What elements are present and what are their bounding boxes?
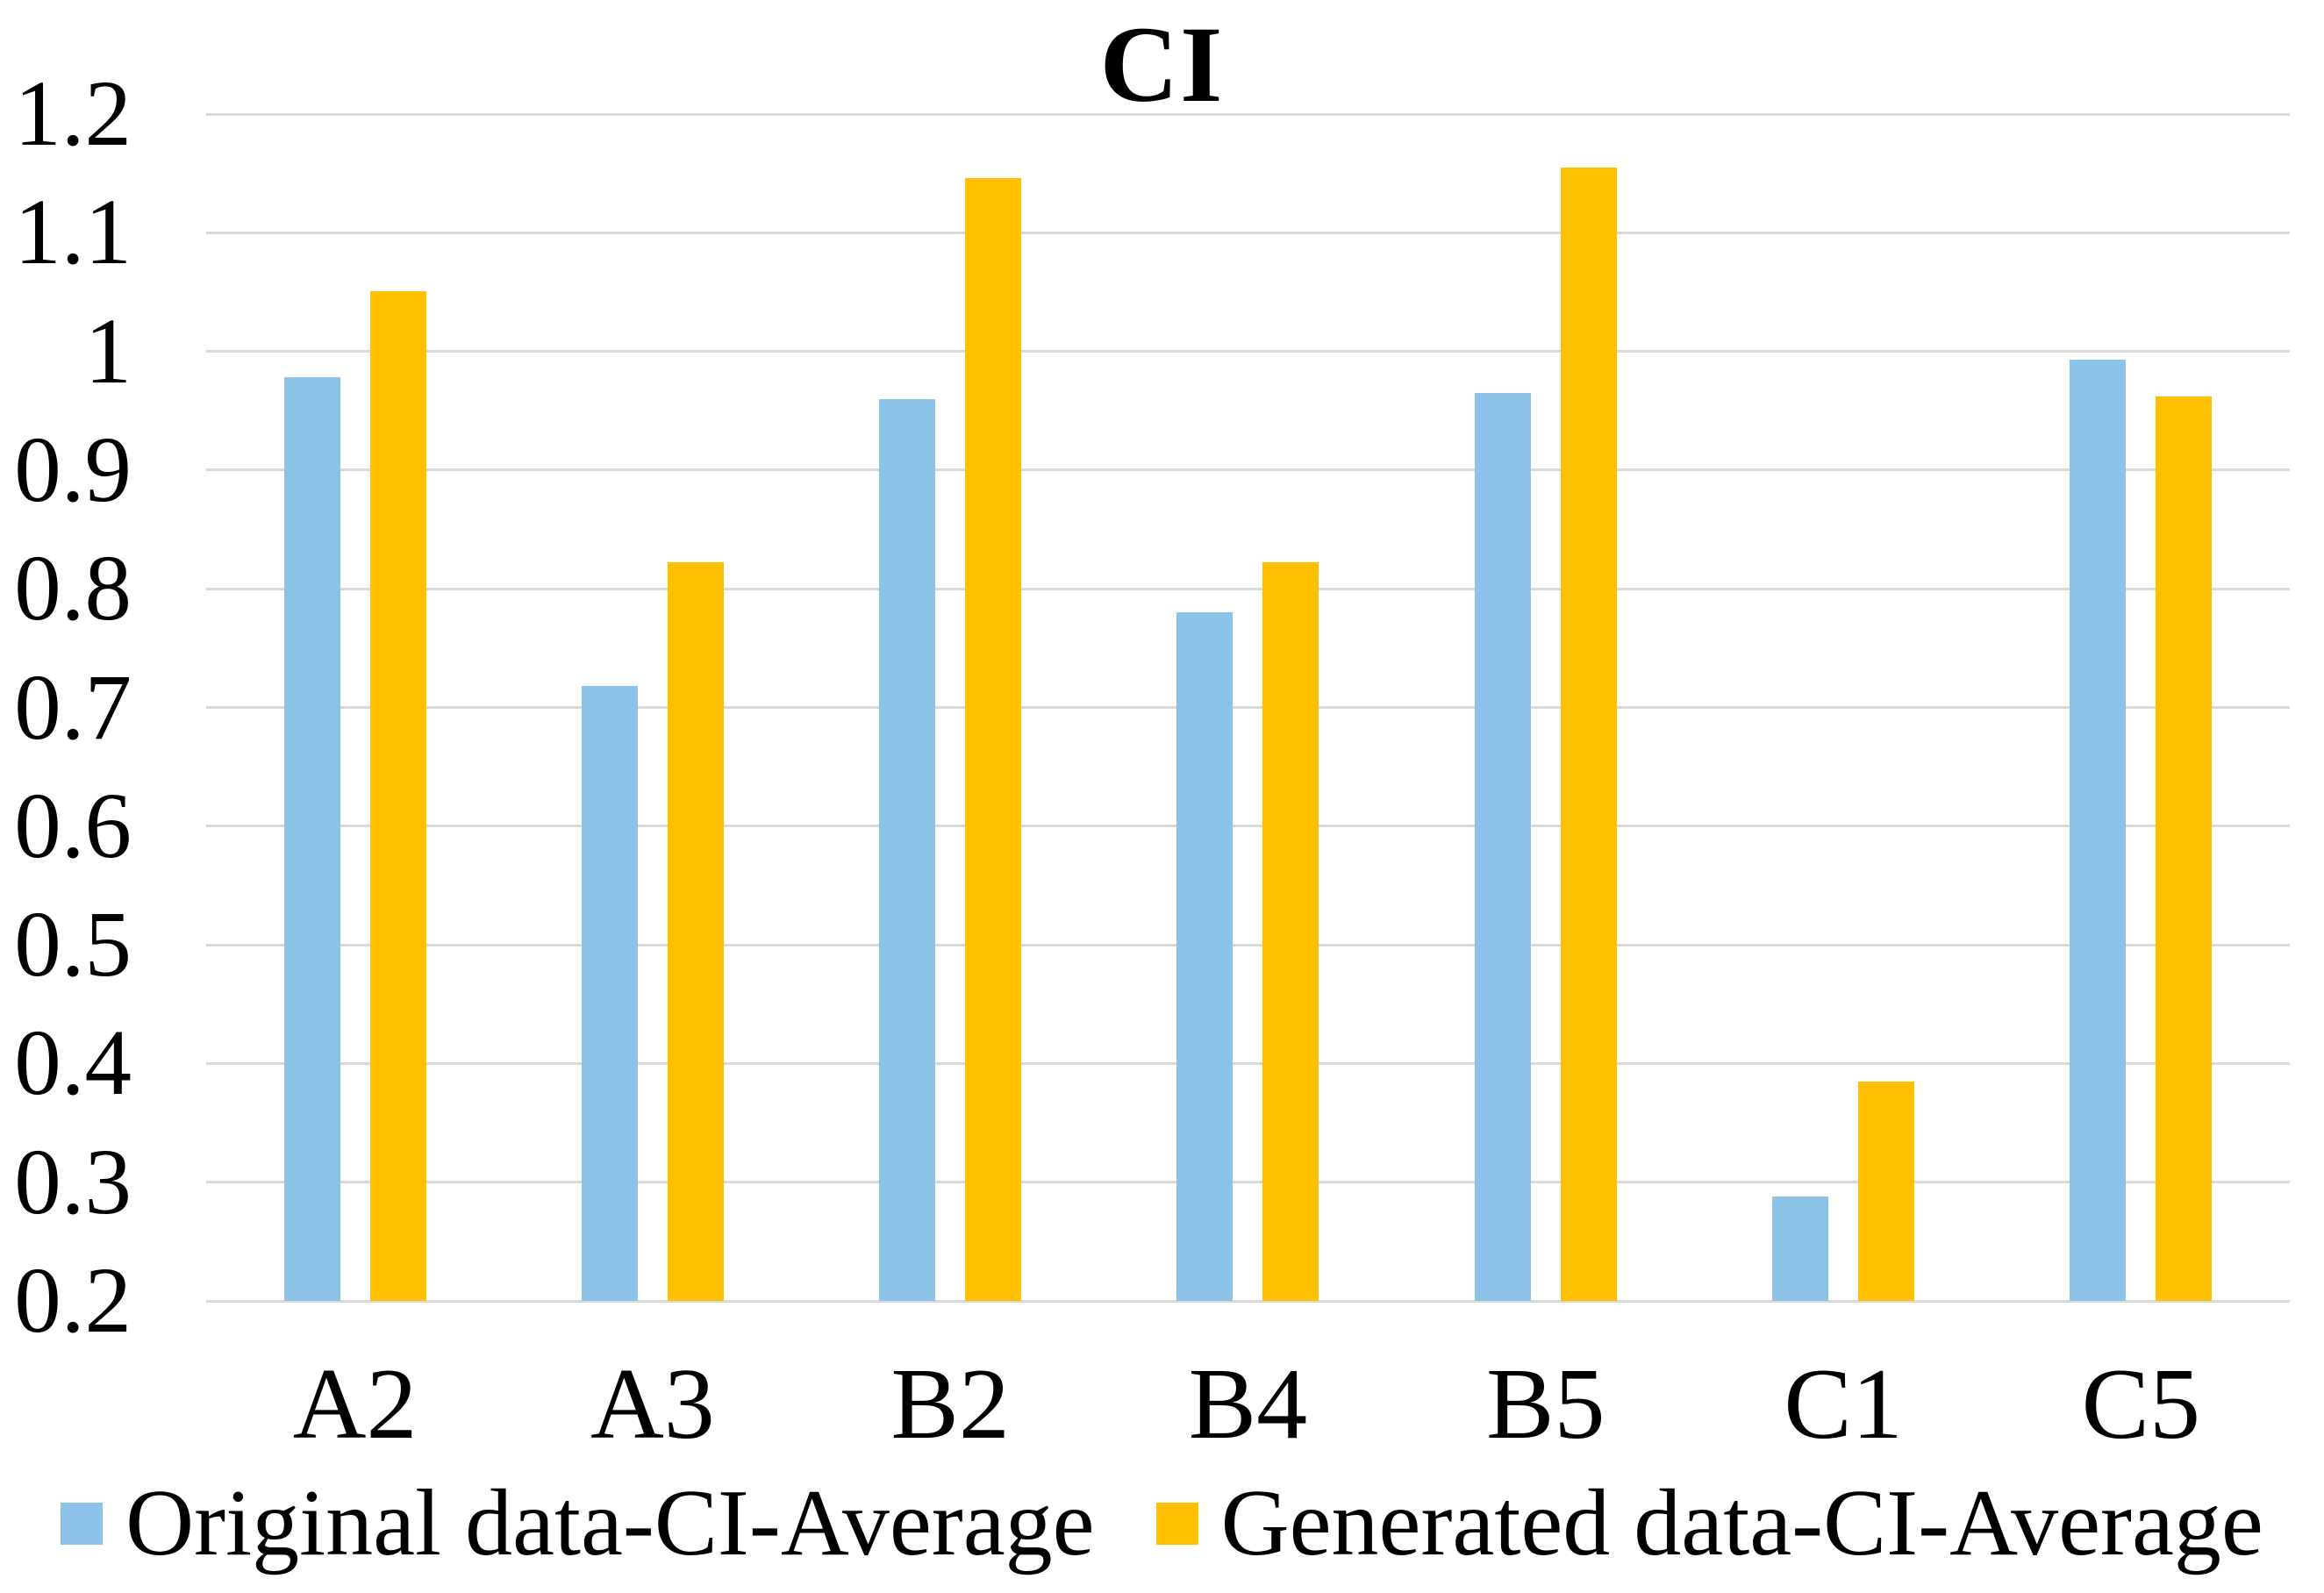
plot-area xyxy=(206,112,2290,1303)
legend-item-original-data-ci-average: Original data-CI-Average xyxy=(61,1467,1095,1581)
gridline-1.2 xyxy=(206,112,2290,116)
y-tick-label-0.2: 0.2 xyxy=(14,1249,132,1353)
bar-group-a2 xyxy=(206,114,504,1301)
bar-b2-original-data-ci-average xyxy=(879,398,936,1301)
bar-a3-original-data-ci-average xyxy=(581,686,638,1301)
bar-group-c5 xyxy=(1992,114,2290,1301)
bars-area xyxy=(206,114,2290,1301)
x-tick-label-b2: B2 xyxy=(890,1348,1010,1461)
gridline-1.1 xyxy=(206,231,2290,234)
x-tick-label-a3: A3 xyxy=(590,1348,715,1461)
bar-c5-original-data-ci-average xyxy=(2070,360,2127,1301)
gridlines xyxy=(206,112,2290,1303)
chart-title: CI xyxy=(1099,4,1225,125)
y-axis-labels: 1.2 1.1 1 0.9 0.8 0.7 0.6 0.5 0.4 0.3 0.2 xyxy=(0,0,132,1593)
y-tick-label-0.6: 0.6 xyxy=(14,774,132,878)
x-tick-label-b5: B5 xyxy=(1486,1348,1605,1461)
legend-swatch-generated-data-ci-average xyxy=(1155,1503,1198,1545)
legend-item-generated-data-ci-average: Generated data-CI-Average xyxy=(1155,1467,2263,1581)
gridline-0.3 xyxy=(206,1181,2290,1184)
y-tick-label-0.5: 0.5 xyxy=(14,893,132,997)
y-tick-label-1.2: 1.2 xyxy=(14,62,132,166)
gridline-0.6 xyxy=(206,825,2290,828)
y-tick-label-0.3: 0.3 xyxy=(14,1130,132,1234)
y-tick-label-0.9: 0.9 xyxy=(14,418,132,522)
bar-group-b4 xyxy=(1099,114,1397,1301)
y-tick-label-0.7: 0.7 xyxy=(14,655,132,760)
gridline-0.9 xyxy=(206,468,2290,472)
gridline-0.4 xyxy=(206,1061,2290,1065)
gridline-1 xyxy=(206,350,2290,354)
bar-a2-generated-data-ci-average xyxy=(369,290,426,1301)
bar-b4-generated-data-ci-average xyxy=(1262,562,1319,1301)
bar-c1-original-data-ci-average xyxy=(1772,1196,1829,1301)
bar-b2-generated-data-ci-average xyxy=(965,178,1022,1301)
y-tick-label-0.8: 0.8 xyxy=(14,537,132,641)
bar-group-a3 xyxy=(504,114,801,1301)
gridline-0.5 xyxy=(206,943,2290,947)
y-tick-label-1: 1 xyxy=(84,299,132,404)
y-tick-label-1.1: 1.1 xyxy=(14,181,132,285)
bar-b4-original-data-ci-average xyxy=(1176,612,1234,1301)
bar-a3-generated-data-ci-average xyxy=(667,562,724,1301)
bar-group-b2 xyxy=(802,114,1099,1301)
gridline-0.8 xyxy=(206,587,2290,590)
legend-swatch-original-data-ci-average xyxy=(61,1503,104,1545)
legend: Original data-CI-Average Generated data-C… xyxy=(0,1467,2324,1581)
bar-b5-original-data-ci-average xyxy=(1474,392,1531,1301)
bar-group-c1 xyxy=(1694,114,1991,1301)
legend-label-original-data-ci-average: Original data-CI-Average xyxy=(125,1471,1095,1575)
gridline-0.7 xyxy=(206,706,2290,709)
x-tick-label-c5: C5 xyxy=(2081,1348,2201,1461)
y-tick-label-0.4: 0.4 xyxy=(14,1011,132,1116)
x-tick-label-a2: A2 xyxy=(292,1348,418,1461)
bar-a2-original-data-ci-average xyxy=(283,377,340,1301)
bar-c5-generated-data-ci-average xyxy=(2156,396,2213,1301)
legend-label-generated-data-ci-average: Generated data-CI-Average xyxy=(1220,1471,2263,1575)
bar-group-b5 xyxy=(1397,114,1694,1301)
bar-b5-generated-data-ci-average xyxy=(1560,167,1617,1301)
gridline-0.2 xyxy=(206,1299,2290,1303)
bar-c1-generated-data-ci-average xyxy=(1858,1081,1915,1301)
x-axis-labels: A2 A3 B2 B4 B5 C1 C5 xyxy=(206,1351,2290,1458)
x-tick-label-c1: C1 xyxy=(1784,1348,1903,1461)
x-tick-label-b4: B4 xyxy=(1188,1348,1308,1461)
